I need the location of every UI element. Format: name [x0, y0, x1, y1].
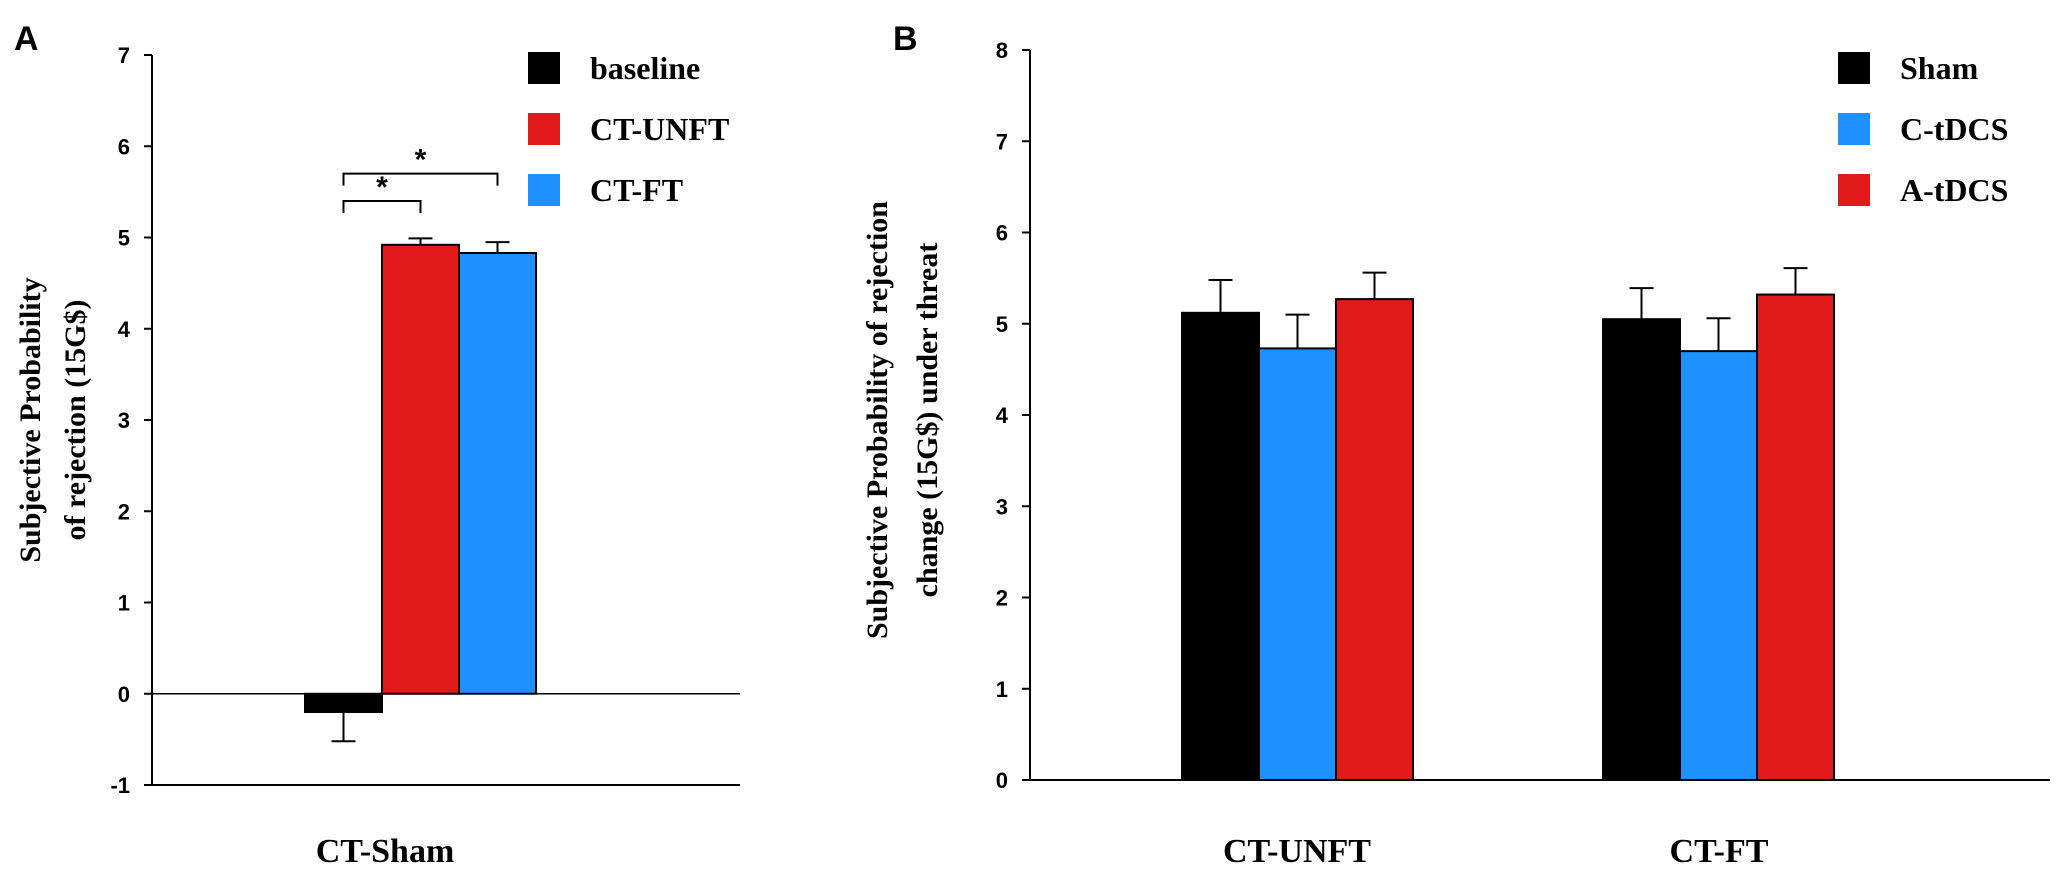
- panel-b-chart: 0 1 2 3 4 5 6 7 8 Subjective Probability of rejec…: [861, 38, 2050, 870]
- legend-swatch: [1838, 113, 1870, 145]
- legend-label: baseline: [590, 50, 700, 86]
- y-tick-label: 4: [118, 317, 131, 342]
- y-tick-label: -1: [110, 773, 130, 798]
- y-tick-label: 7: [996, 129, 1008, 154]
- y-axis-title-line: change (15G$) under threat: [911, 243, 944, 598]
- bar-a-tdcs: [1756, 293, 1835, 781]
- legend-label: CT-UNFT: [590, 111, 729, 147]
- bar-sham: [1602, 318, 1681, 781]
- legend-swatch: [528, 174, 560, 206]
- significance-bracket: [342, 172, 499, 186]
- significance-star: *: [376, 171, 388, 204]
- y-tick-label: 0: [118, 682, 130, 707]
- y-tick-label: 5: [996, 312, 1008, 337]
- y-axis-title-line: Subjective Probability of rejection: [861, 201, 894, 639]
- legend-label: CT-FT: [590, 172, 683, 208]
- legend-swatch: [528, 113, 560, 145]
- y-axis-title-line: Subjective Probability: [14, 277, 47, 562]
- category-label: CT-FT: [1670, 833, 1769, 870]
- bar-c-tdcs: [1258, 347, 1337, 781]
- y-tick-label: 0: [996, 768, 1008, 793]
- y-tick-label: 5: [118, 226, 130, 251]
- panel-a-chart: -1 0 1 2 3 4 5 6 7 Subjective Probability of rejec…: [14, 43, 740, 870]
- legend-swatch: [528, 52, 560, 84]
- y-tick-label: 3: [996, 494, 1008, 519]
- y-tick-label: 2: [118, 499, 130, 524]
- y-tick-label: 1: [996, 677, 1008, 702]
- panel-b-letter: B: [893, 20, 918, 58]
- significance-bracket: [342, 200, 422, 213]
- legend-label: Sham: [1900, 50, 1979, 86]
- bar-a-tdcs: [1335, 298, 1414, 781]
- y-tick-label: 8: [996, 38, 1008, 63]
- y-tick-label: 6: [118, 134, 130, 159]
- y-tick-label: 6: [996, 221, 1008, 246]
- bar-ct-ft: [458, 252, 537, 695]
- legend-swatch: [1838, 174, 1870, 206]
- y-tick-label: 1: [118, 591, 130, 616]
- y-tick-label: 7: [118, 43, 130, 68]
- y-tick-label: 2: [996, 586, 1008, 611]
- legend-label: A-tDCS: [1900, 172, 2008, 208]
- bar-c-tdcs: [1679, 350, 1758, 781]
- significance-star: *: [415, 144, 427, 177]
- category-label: CT-Sham: [316, 833, 455, 870]
- category-label: CT-UNFT: [1223, 833, 1371, 870]
- y-axis-title-line: of rejection (15G$): [59, 299, 92, 540]
- y-tick-label: 3: [118, 408, 130, 433]
- y-tick-label: 4: [996, 403, 1009, 428]
- bar-baseline: [304, 692, 383, 713]
- bar-sham: [1181, 311, 1260, 781]
- legend-swatch: [1838, 52, 1870, 84]
- bar-ct-unft: [381, 243, 460, 695]
- legend-label: C-tDCS: [1900, 111, 2008, 147]
- panel-a-letter: A: [14, 20, 39, 58]
